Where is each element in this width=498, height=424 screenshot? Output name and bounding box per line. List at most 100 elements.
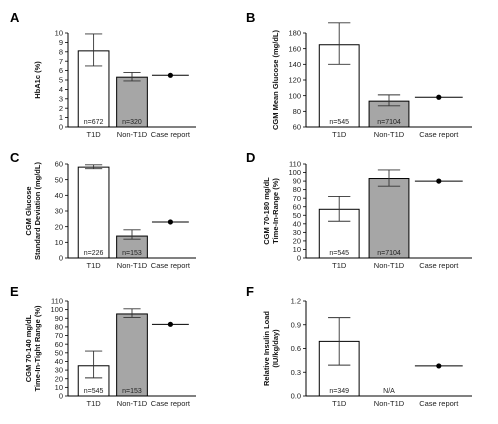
y-tick-label: 60 [293,123,301,132]
y-tick-label: 120 [288,76,301,85]
y-tick-label: 60 [55,340,63,349]
x-category-label: T1D [332,399,347,408]
x-category-label: Case report [419,130,459,139]
y-tick-label: 3 [59,94,63,103]
panel-label: E [10,284,19,299]
y-tick-label: 0.3 [291,368,301,377]
y-tick-label: 80 [55,323,63,332]
x-category-label: T1D [87,399,102,408]
y-tick-label: 1.2 [291,297,301,306]
y-tick-label: 40 [55,191,63,200]
case-report-point [168,219,173,224]
x-category-label: T1D [332,261,347,270]
y-tick-label: 9 [59,38,63,47]
n-label: n=153 [122,388,142,395]
y-tick-label: 0.9 [291,320,301,329]
y-tick-label: 0.0 [291,392,301,401]
y-tick-label: 110 [289,160,301,169]
y-tick-label: 90 [293,177,301,186]
x-category-label: Non-T1D [374,261,405,270]
y-tick-label: 100 [288,91,301,100]
panel-label: D [246,150,255,165]
y-tick-label: 60 [293,202,301,211]
y-tick-label: 20 [293,237,301,246]
panel-label: F [246,284,254,299]
y-tick-label: 50 [293,211,301,220]
y-axis-title: Relative Insulin Load(IU/kg/day) [262,311,280,386]
y-tick-label: 80 [293,107,301,116]
y-tick-label: 110 [51,297,63,306]
n-label: n=320 [122,119,142,126]
na-label: N/A [383,388,395,395]
y-tick-label: 40 [55,357,63,366]
n-label: n=545 [84,388,104,395]
case-report-point [168,73,173,78]
y-tick-label: 0.6 [291,344,301,353]
n-label: n=153 [122,250,142,257]
x-category-label: T1D [87,130,102,139]
y-tick-label: 140 [288,60,301,69]
n-label: n=545 [329,250,349,257]
y-tick-label: 180 [288,29,301,38]
y-tick-label: 4 [59,85,63,94]
n-label: n=349 [329,388,349,395]
case-report-point [436,363,441,368]
x-category-label: Non-T1D [117,261,148,270]
y-tick-label: 70 [55,331,63,340]
y-tick-label: 8 [59,47,63,56]
x-category-label: T1D [87,261,102,270]
y-tick-label: 0 [59,123,63,132]
bar [78,167,109,258]
x-category-label: Case report [419,261,459,270]
y-tick-label: 40 [293,219,301,228]
y-tick-label: 10 [55,238,63,247]
y-axis-title: HbA1c (%) [33,61,42,99]
bar [117,314,148,396]
x-category-label: Case report [419,399,459,408]
n-label: n=7104 [377,119,401,126]
x-category-label: Non-T1D [374,399,405,408]
y-tick-label: 100 [50,305,63,314]
y-tick-label: 6 [59,66,63,75]
panel-label: B [246,10,255,25]
y-tick-label: 100 [288,168,301,177]
case-report-point [436,178,441,183]
x-category-label: Case report [151,399,191,408]
panel-label: C [10,150,20,165]
y-tick-label: 0 [297,254,301,263]
y-tick-label: 90 [55,314,63,323]
n-label: n=226 [84,250,104,257]
x-category-label: Non-T1D [374,130,405,139]
n-label: n=545 [329,119,349,126]
y-tick-label: 20 [55,222,63,231]
y-tick-label: 10 [55,383,63,392]
y-axis-title: CGM 70-140 mg/dLTime-In-Tight Range (%) [24,305,42,391]
y-tick-label: 160 [288,44,301,53]
y-tick-label: 0 [59,392,63,401]
y-tick-label: 7 [59,57,63,66]
y-tick-label: 60 [55,160,63,169]
y-tick-label: 70 [293,194,301,203]
x-category-label: Non-T1D [117,399,148,408]
y-tick-label: 30 [293,228,301,237]
y-tick-label: 10 [293,245,301,254]
bar [369,179,409,258]
x-category-label: Case report [151,261,191,270]
panel-label: A [10,10,20,25]
y-tick-label: 80 [293,185,301,194]
y-tick-label: 2 [59,104,63,113]
y-tick-label: 50 [55,348,63,357]
n-label: n=672 [84,119,104,126]
y-axis-title: CGM Mean Glucose (mg/dL) [271,30,280,131]
y-tick-label: 0 [59,254,63,263]
y-tick-label: 50 [55,175,63,184]
x-category-label: Case report [151,130,191,139]
case-report-point [436,95,441,100]
case-report-point [168,322,173,327]
x-category-label: Non-T1D [117,130,148,139]
y-tick-label: 10 [55,29,63,38]
y-axis-title: CGM GlucoseStandard Deviation (mg/dL) [24,162,42,260]
y-tick-label: 1 [59,113,63,122]
y-tick-label: 5 [59,76,63,85]
